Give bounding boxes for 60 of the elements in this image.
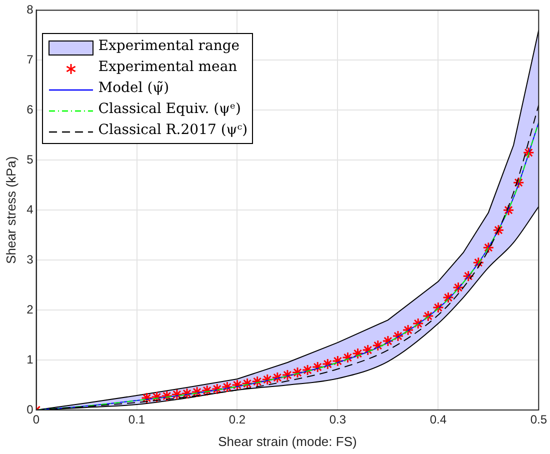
point	[412, 318, 424, 330]
point	[372, 340, 384, 352]
point	[362, 344, 374, 356]
point	[522, 146, 534, 158]
legend-label: Classical R.2017 (ψᶜ)	[98, 121, 248, 140]
y-tick-label: 8	[26, 2, 34, 17]
y-tick-label: 3	[26, 252, 34, 266]
y-tick-label: 7	[26, 52, 34, 66]
point	[472, 256, 484, 268]
point	[201, 384, 213, 396]
point	[231, 379, 243, 391]
point	[452, 282, 464, 294]
x-tick-label: 0.5	[530, 412, 548, 427]
point	[382, 335, 394, 347]
point	[342, 352, 354, 364]
point	[482, 242, 494, 254]
point	[442, 292, 454, 304]
point	[462, 270, 474, 282]
point	[422, 310, 434, 322]
point	[211, 383, 223, 395]
legend-label: Experimental range	[98, 37, 240, 56]
y-axis-title: Shear stress (kPa)	[3, 156, 18, 264]
point	[272, 372, 284, 384]
point	[191, 386, 203, 398]
x-tick-label: 0.4	[430, 412, 447, 427]
point	[432, 302, 444, 314]
legend-label: Experimental mean	[98, 58, 238, 78]
point	[402, 324, 414, 336]
point	[221, 381, 233, 393]
point	[292, 366, 304, 378]
x-tick-label: 0.3	[329, 412, 346, 427]
point	[262, 374, 274, 386]
x-tick-label: 0.1	[128, 412, 146, 427]
point	[161, 390, 173, 402]
point	[502, 204, 514, 216]
point	[312, 361, 324, 373]
point	[252, 376, 264, 388]
point	[181, 388, 193, 400]
point	[151, 391, 163, 403]
point	[302, 364, 314, 376]
y-tick-label: 0	[26, 402, 34, 416]
x-axis-title: Shear strain (mode: FS)	[218, 434, 357, 449]
legend-label: Classical Equiv. (ψᵉ)	[98, 100, 241, 120]
legend-label: Model (ψ̃)	[98, 79, 170, 98]
x-tick-label: 0.2	[228, 412, 246, 427]
point	[392, 330, 404, 342]
y-tick-label: 1	[26, 352, 34, 366]
point	[512, 176, 524, 188]
point	[332, 355, 344, 367]
point	[282, 369, 294, 381]
y-tick-label: 2	[26, 302, 34, 316]
point	[242, 378, 254, 390]
point	[492, 224, 504, 236]
y-tick-label: 4	[26, 202, 34, 216]
y-tick-label: 6	[26, 102, 34, 116]
point	[322, 358, 334, 370]
point	[171, 388, 183, 400]
point	[141, 392, 153, 404]
point	[352, 348, 364, 360]
y-tick-label: 5	[26, 152, 34, 166]
